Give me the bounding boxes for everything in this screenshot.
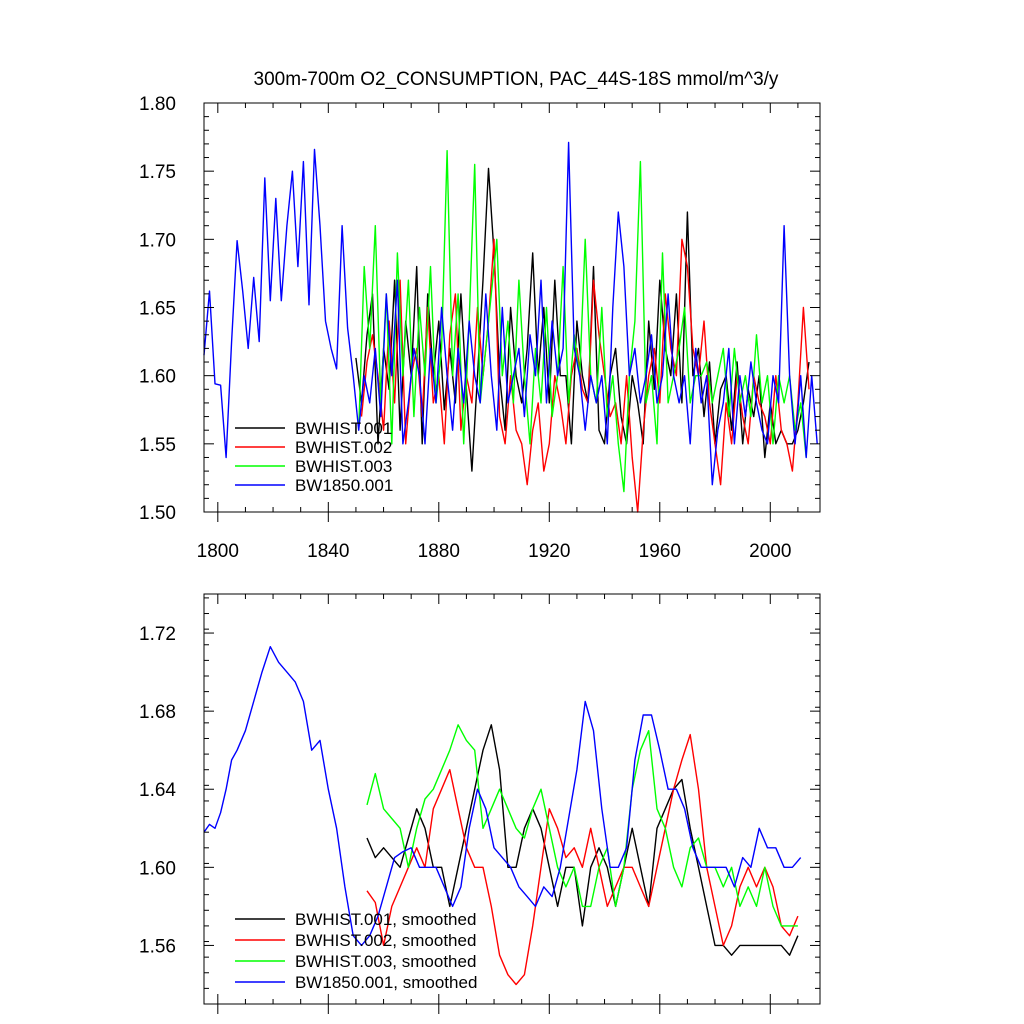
legend-label-bwhist-002: BWHIST.002 <box>295 438 392 457</box>
series-line-bwhist-001-smoothed <box>366 724 799 956</box>
series-line-bwhist-001 <box>355 167 810 472</box>
top-y-tick-label: 1.65 <box>139 299 176 320</box>
bottom-panel: BWHIST.001, smoothed BWHIST.002, smoothed… <box>139 593 821 1014</box>
top-x-tick-label: 1920 <box>528 541 570 562</box>
legend-label-bwhist-003-smoothed: BWHIST.003, smoothed <box>295 952 476 971</box>
series-line-bw1850-001 <box>203 141 818 486</box>
legend-label-bwhist-001-smoothed: BWHIST.001, smoothed <box>295 910 476 929</box>
legend-label-bwhist-001: BWHIST.001 <box>295 419 392 438</box>
top-y-tick-label: 1.80 <box>139 94 176 115</box>
legend-label-bwhist-002-smoothed: BWHIST.002, smoothed <box>295 931 476 950</box>
legend-label-bw1850-001: BW1850.001 <box>295 476 393 495</box>
top-x-tick-label: 1880 <box>418 541 460 562</box>
legend-label-bw1850-001-smoothed: BW1850.001, smoothed <box>295 973 477 992</box>
top-x-tick-label: 1800 <box>197 541 239 562</box>
series-line-bwhist-003-smoothed <box>366 724 798 927</box>
bottom-ticks: 1.56 1.60 1.64 1.68 1.72 <box>139 594 820 1014</box>
top-x-tick-label: 1840 <box>307 541 349 562</box>
top-ticks: 1800 1840 1880 1920 1960 2000 1.50 1.55 1.60 1.65… <box>139 94 820 562</box>
top-series-layer <box>203 141 818 513</box>
bottom-plot-frame <box>203 593 821 1005</box>
bottom-y-tick-label: 1.56 <box>139 936 176 957</box>
top-x-tick-label: 1960 <box>639 541 681 562</box>
top-y-tick-label: 1.50 <box>139 503 176 524</box>
top-y-tick-label: 1.70 <box>139 230 176 251</box>
top-y-tick-label: 1.55 <box>139 435 176 456</box>
bottom-y-tick-label: 1.68 <box>139 702 176 723</box>
top-y-tick-label: 1.60 <box>139 367 176 388</box>
legend-label-bwhist-003: BWHIST.003 <box>295 457 392 476</box>
series-line-bwhist-002-smoothed <box>366 733 799 986</box>
top-panel: 300m-700m O2_CONSUMPTION, PAC_44S-18S mm… <box>139 69 821 562</box>
chart-title: 300m-700m O2_CONSUMPTION, PAC_44S-18S mm… <box>254 69 779 90</box>
series-line-bwhist-003 <box>358 149 807 493</box>
bottom-legend: BWHIST.001, smoothed BWHIST.002, smoothed… <box>235 910 477 992</box>
top-y-tick-label: 1.75 <box>139 162 176 183</box>
bottom-y-tick-label: 1.60 <box>139 858 176 879</box>
series-line-bw1850-001-smoothed <box>203 646 802 947</box>
bottom-y-tick-label: 1.72 <box>139 624 176 645</box>
bottom-series-layer <box>203 646 802 986</box>
bottom-y-tick-label: 1.64 <box>139 780 176 801</box>
top-x-tick-label: 2000 <box>749 541 791 562</box>
